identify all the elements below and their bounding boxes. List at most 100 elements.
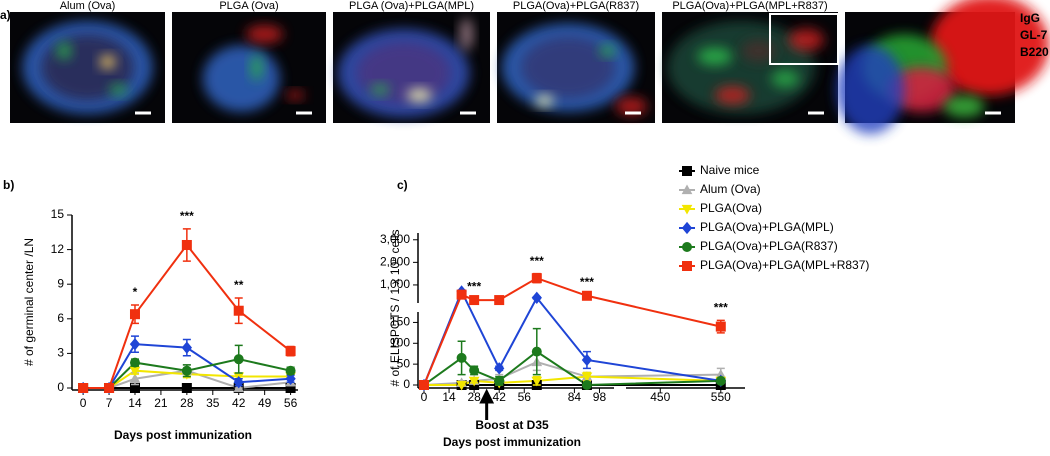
stain [836,45,905,135]
legend-marker [682,242,692,252]
data-point [531,291,542,304]
x-tick-label: 28 [180,396,194,410]
legend-marker [682,166,692,176]
x-tick-label: 7 [106,396,113,410]
data-point [581,290,592,301]
data-point [129,373,141,383]
y-tick-label: 6 [57,311,64,325]
data-point [494,295,505,306]
stain [460,17,473,51]
significance: * [133,285,138,299]
x-axis-label: Days post immunization [443,435,581,449]
data-point [233,376,244,389]
stain [943,95,985,118]
significance: *** [530,254,544,268]
data-point [581,372,593,383]
legend-label: PLGA(Ova)+PLGA(R837) [700,239,838,253]
significance: *** [580,275,594,289]
stain [250,54,263,81]
data-point [233,305,244,316]
channel-label: GL-7 [1020,28,1048,42]
x-tick-label: 550 [711,390,731,404]
stain [599,45,616,57]
y-tick-label: 15 [51,207,65,221]
data-point [104,383,115,393]
significance: *** [467,279,481,293]
stain [771,69,800,88]
stain [99,55,116,69]
y-tick-label: 1,000 [380,277,410,291]
y-axis-label: # of germinal center /LN [22,238,36,366]
data-point [715,321,726,332]
y-axis-label: # of ELISPOTS / 1 x 10⁶ cells [388,229,402,386]
data-point [456,352,467,363]
data-point [285,372,296,385]
data-point [285,346,296,357]
y-tick-label: 50 [397,356,411,370]
data-point [129,337,141,351]
legend-label: PLGA(Ova)+PLGA(MPL) [700,220,834,234]
x-tick-label: 56 [518,390,532,404]
stain [930,0,1049,96]
legend-label: Naive mice [700,163,760,177]
legend-label: PLGA(Ova) [700,201,762,215]
stain [356,41,451,105]
stain [370,84,390,96]
x-tick-label: 42 [232,396,246,410]
data-point [468,376,480,387]
legend-marker [681,204,693,215]
legend-label: PLGA(Ova)+PLGA(MPL+R837) [700,258,869,272]
series-line [423,289,721,386]
data-point [581,380,592,390]
panel-label: b) [3,178,14,192]
y-tick-label: 0 [57,380,64,394]
stain [697,47,733,66]
significance: *** [714,301,728,315]
data-point [456,380,467,391]
data-point [469,365,480,376]
stain [520,36,616,99]
panel-label: c) [397,178,408,192]
y-tick-label: 3 [57,346,64,360]
stain [285,90,305,100]
y-tick-label: 0 [403,377,410,391]
stain [406,88,432,102]
data-point [531,376,543,387]
data-point [494,375,505,386]
micrographs: Alum (Ova) PLGA (Ova) PLGA (Ova)+PLGA(MPL)… [10,0,1049,135]
stain [714,86,751,105]
data-point [581,353,593,367]
data-point [456,289,467,300]
x-tick-label: 49 [258,396,272,410]
data-point [181,383,192,393]
stain [56,41,72,60]
image-title: PLGA (Ova)+PLGA(MPL) [349,0,474,12]
boost-label: Boost at D35 [475,418,549,432]
data-point [129,309,140,320]
stain [534,95,554,107]
image-title: PLGA(Ova)+PLGA(R837) [513,0,639,12]
series-line [423,277,722,386]
data-point [129,357,140,368]
channel-label: IgG [1020,11,1040,25]
x-tick-label: 84 [568,390,582,404]
data-point [531,273,542,284]
stain [788,28,824,51]
y-tick-label: 9 [57,276,64,290]
y-tick-label: 3,000 [380,232,410,246]
stain [109,84,128,96]
x-tick-label: 14 [442,390,456,404]
x-axis-label: Days post immunization [114,428,252,442]
y-tick-label: 2,000 [380,255,410,269]
x-tick-label: 450 [650,390,670,404]
x-tick-label: 98 [593,390,607,404]
data-point [531,346,542,357]
x-tick-label: 21 [154,396,168,410]
x-tick-label: 28 [467,390,481,404]
y-tick-label: 100 [390,335,410,349]
boost-arrow [479,388,495,420]
data-point [469,295,480,306]
inset-box [769,13,839,65]
data-point [181,341,193,354]
